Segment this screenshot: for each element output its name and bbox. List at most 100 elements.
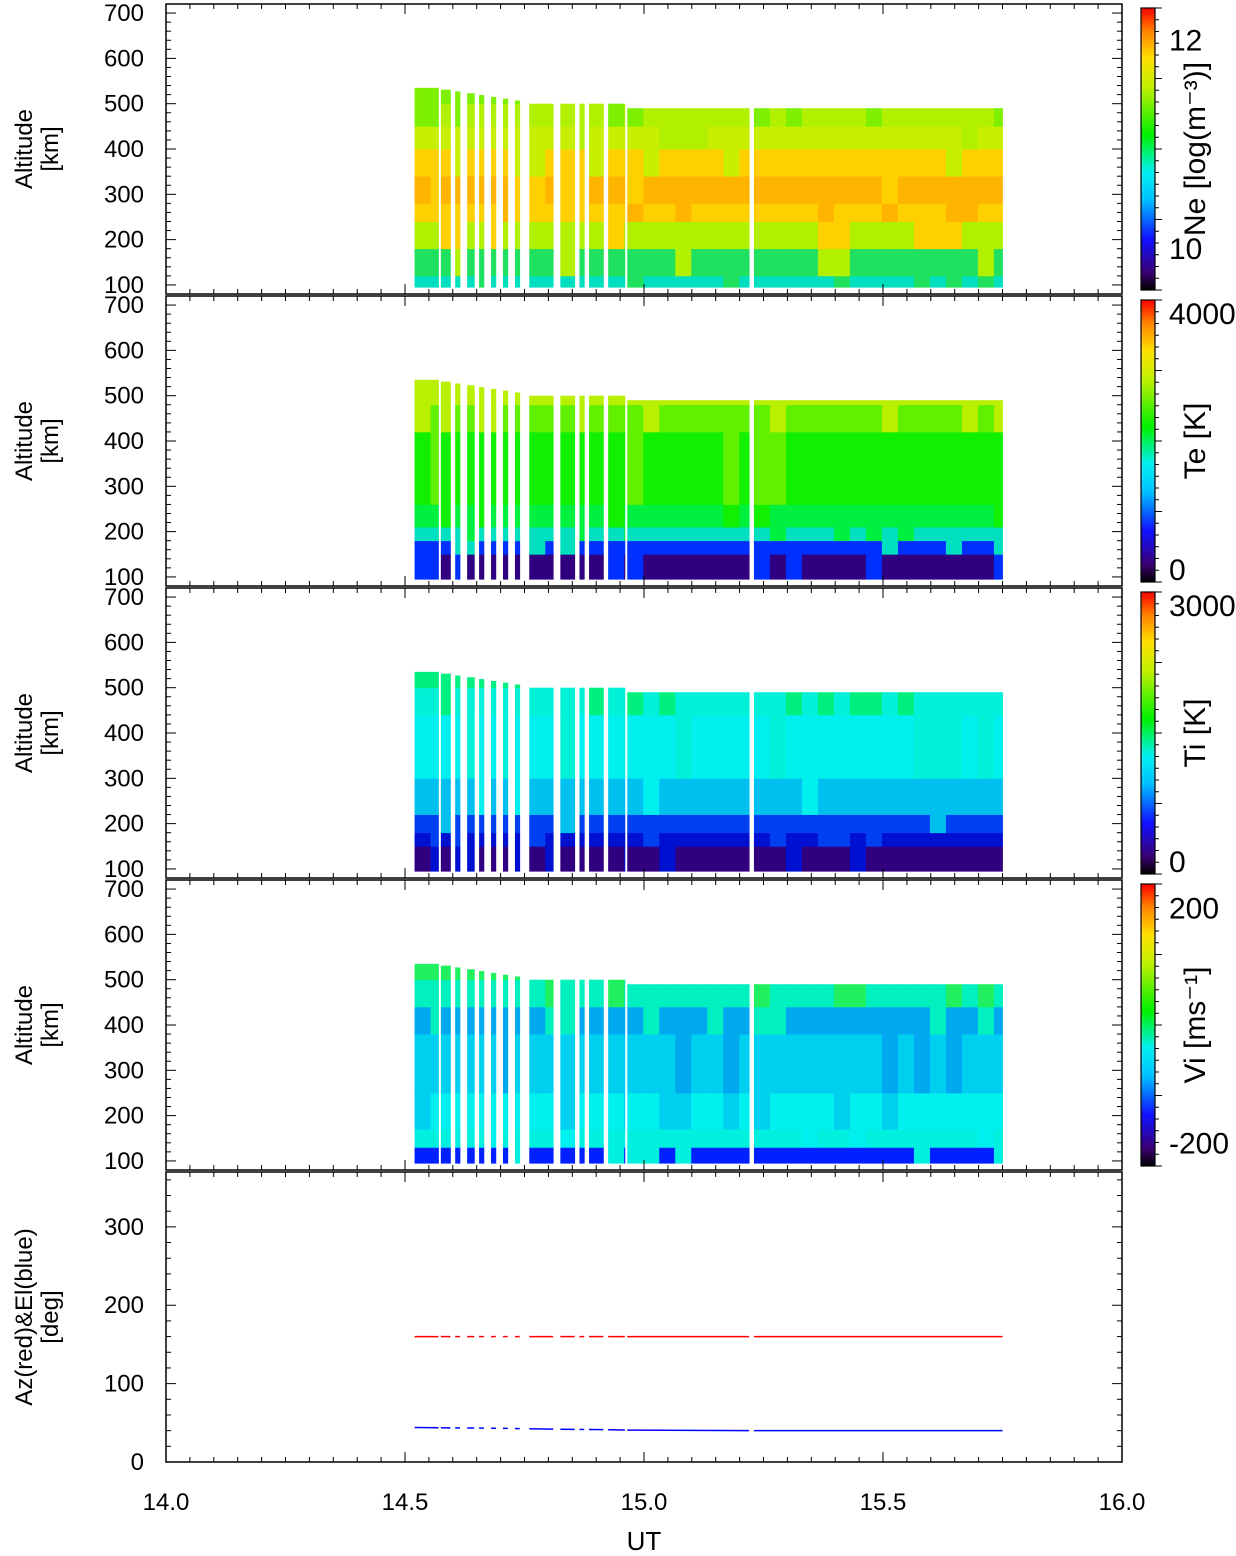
panel-1-data-cell [865, 108, 883, 127]
panel-3-data-cell [707, 778, 724, 815]
x-tick-label-14-5: 14.5 [382, 1489, 429, 1516]
panel-1-data-cell [414, 149, 431, 177]
panel-3-data-cell [929, 814, 947, 834]
panel-4-data-cell [723, 1129, 740, 1148]
panel-1-data-cell [801, 176, 819, 204]
panel-3-data-cell [691, 714, 708, 779]
panel-2-data-cell [849, 404, 867, 433]
panel-1-data-cell [881, 203, 899, 222]
panel-2-data-cell [491, 504, 497, 528]
panel-2-data-cell [579, 540, 585, 555]
panel-1-data-cell [691, 203, 708, 222]
panel-3-data-cell [817, 692, 835, 716]
panel-2-data-cell [502, 540, 509, 555]
panel-4-data-cell [579, 979, 585, 1008]
panel-4-data-cell [414, 963, 431, 981]
panel-4-data-cell [977, 1147, 995, 1164]
panel-2-data-cell [801, 554, 819, 580]
panel-2-data-cell [913, 540, 931, 555]
panel-4-data-cell [589, 1129, 604, 1148]
panel-4-data-cell [579, 1129, 585, 1148]
panel-1-data-cell [430, 275, 439, 288]
panel-2-data-cell [897, 400, 915, 406]
panel-3-data-cell [769, 814, 787, 834]
panel-3-data-cell [691, 814, 708, 834]
panel-3-data-cell [455, 778, 461, 815]
panel-3-y-tick-label: 500 [104, 675, 144, 702]
panel-1-data-cell [627, 149, 644, 177]
panel-4-data-cell [913, 1147, 931, 1164]
panel-1-data-cell [514, 149, 521, 177]
panel-3-data-cell [545, 846, 554, 872]
panel-4-data-cell [993, 1129, 1003, 1148]
panel-3-data-cell [627, 814, 644, 834]
panel-2-data-cell [865, 527, 883, 542]
panel-2-data-cell [801, 431, 819, 505]
panel-2-data-cell [502, 504, 509, 528]
panel-3-data-cell [514, 832, 521, 847]
panel-2-data-cell [801, 400, 819, 406]
panel-1-data-cell [659, 248, 676, 277]
panel-2-data-cell [608, 404, 625, 433]
panel-2-data-cell [502, 527, 509, 542]
panel-3-data-cell [560, 687, 576, 716]
panel-2-data-cell [491, 404, 497, 433]
panel-1-data-cell [865, 126, 883, 150]
panel-2-data-cell [753, 504, 771, 528]
panel-4-data-cell [659, 1006, 676, 1035]
panel-2-data-cell [961, 527, 979, 542]
panel-1-data-cell [624, 126, 626, 150]
panel-1-data-cell [801, 203, 819, 222]
panel-2-data-cell [833, 527, 851, 542]
panel-4-data-cell [739, 984, 750, 1008]
panel-1-data-cell [491, 176, 497, 204]
panel-2-data-cell [440, 527, 451, 542]
panel-1-data-cell [529, 275, 546, 288]
panel-3-data-cell [881, 846, 899, 872]
panel-3-data-cell [579, 832, 585, 847]
panel-4-data-cell [430, 1147, 439, 1164]
panel-1-data-cell [589, 176, 604, 204]
panel-3-data-cell [608, 832, 625, 847]
panel-2-y-tick-label: 400 [104, 428, 144, 455]
panel-1-data-cell [545, 203, 554, 222]
panel-1-data-cell [491, 96, 497, 105]
panel-2-data-cell [897, 504, 915, 528]
panel-3-colorbar [1140, 591, 1156, 875]
panel-1-data-cell [865, 176, 883, 204]
panel-4-data-cell [467, 969, 475, 981]
panel-3-data-cell [467, 846, 475, 872]
panel-4-data-cell [769, 1006, 787, 1035]
panel-2-data-cell [440, 554, 451, 580]
panel-4-data-cell [691, 1034, 708, 1094]
panel-4-data-cell [502, 1129, 509, 1148]
panel-3-data-cell [624, 814, 626, 834]
panel-2-data-cell [589, 504, 604, 528]
panel-1-data-cell [833, 108, 851, 127]
panel-1-data-cell [440, 176, 451, 204]
panel-3-data-cell [769, 778, 787, 815]
panel-3-data-cell [479, 687, 485, 716]
panel-4-data-cell [993, 1034, 1003, 1094]
panel-3-data-cell [579, 687, 585, 716]
panel-4-data-cell [849, 1034, 867, 1094]
panel-1-data-cell [430, 203, 439, 222]
panel-1-data-cell [624, 203, 626, 222]
panel-4-data-cell [440, 1034, 451, 1094]
panel-2-data-cell [545, 540, 554, 555]
panel-2-data-cell [643, 527, 660, 542]
panel-3-y-tick-label: 200 [104, 811, 144, 838]
panel-2-data-cell [643, 554, 660, 580]
panel-2-data-cell [707, 404, 724, 433]
panel-2-data-cell [579, 504, 585, 528]
panel-1-data-cell [608, 176, 625, 204]
panel-2-data-cell [769, 431, 787, 505]
panel-1-data-cell [491, 126, 497, 150]
panel-1-data-cell [414, 275, 431, 288]
panel-2-data-cell [993, 431, 1003, 505]
panel-2-data-cell [514, 431, 521, 505]
panel-1-data-cell [502, 126, 509, 150]
panel-1-data-cell [961, 203, 979, 222]
panel-3-data-cell [467, 832, 475, 847]
panel-1-data-cell [579, 275, 585, 288]
